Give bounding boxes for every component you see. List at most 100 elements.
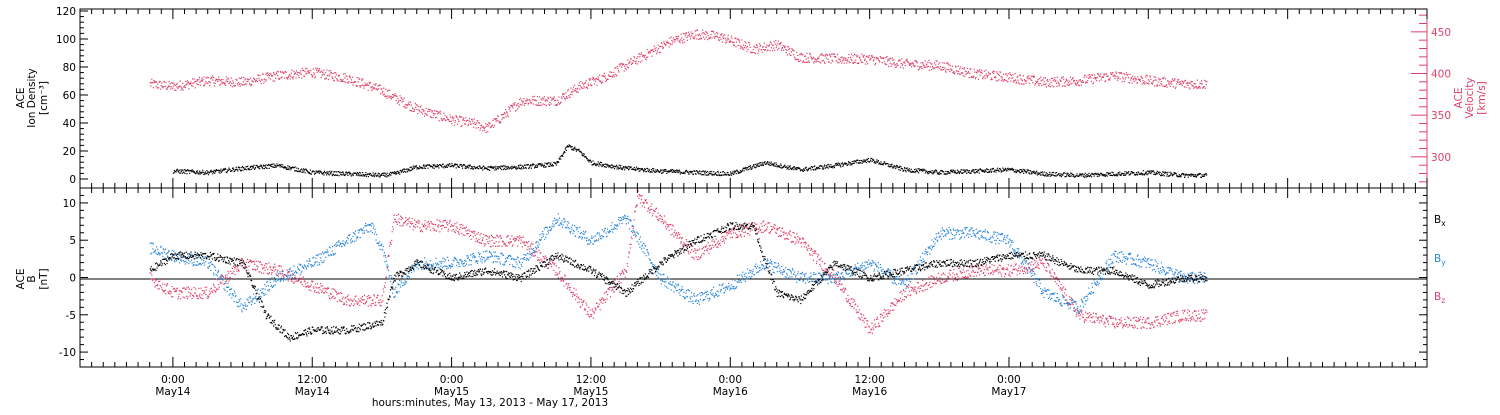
velocity-series-point [405,107,406,108]
velocity-series-point [350,77,351,78]
density-series-point [769,165,770,166]
velocity-series-point [373,84,374,85]
velocity-series-point [942,62,943,63]
density-series-point [868,158,869,159]
velocity-series-point [1185,87,1186,88]
velocity-series-point [362,84,363,85]
density-series-point [479,165,480,166]
velocity-series-point [424,116,425,117]
velocity-series-point [778,41,779,42]
bz-series-point [371,305,372,306]
velocity-series-point [843,59,844,60]
velocity-series-point [922,68,923,69]
density-series-point [628,166,629,167]
bz-series-point [187,296,188,297]
velocity-series-point [235,85,236,86]
bz-series-point [449,223,450,224]
bz-series [150,190,1208,334]
bz-series-point [417,226,418,227]
density-series-point [264,168,265,169]
bz-series-point [631,236,632,237]
density-series-point [787,165,788,166]
density-series-point [253,165,254,166]
velocity-series-point [202,79,203,80]
bz-series-point [347,296,348,297]
velocity-series-point [443,113,444,114]
velocity-series-point [837,54,838,55]
density-series-point [627,167,628,168]
bz-series-point [614,280,615,281]
bz-series-point [517,246,518,247]
velocity-series-point [835,57,836,58]
bz-series-point [573,292,574,293]
density-series-point [550,162,551,163]
bz-series-point [288,272,289,273]
density-series-point [995,172,996,173]
bz-series-point [353,305,354,306]
bz-series-point [663,222,664,223]
density-series-point [672,172,673,173]
density-series-point [334,175,335,176]
velocity-series-point [1085,82,1086,83]
density-series-point [1136,172,1137,173]
bz-series-point [382,295,383,296]
velocity-series-point [209,81,210,82]
bz-series-point [413,229,414,230]
velocity-series-point [1198,87,1199,88]
velocity-series-point [1100,76,1101,77]
density-series-point [899,167,900,168]
density-series-point [913,171,914,172]
bz-series-point [307,282,308,283]
bz-series-point [367,296,368,297]
velocity-series-point [593,78,594,79]
density-series-point [905,168,906,169]
bz-series-point [530,244,531,245]
velocity-series-point [580,81,581,82]
density-series-point [334,171,335,172]
density-series-point [1012,168,1013,169]
velocity-series-point [224,83,225,84]
bz-series-point [564,286,565,287]
density-series-point [528,164,529,165]
bz-series-point [368,306,369,307]
velocity-series-point [1159,85,1160,86]
velocity-series-point [719,37,720,38]
velocity-series-point [598,79,599,80]
bz-series-point [652,213,653,214]
velocity-series-point [566,98,567,99]
density-series-point [888,166,889,167]
velocity-series-point [451,121,452,122]
velocity-series-point [313,68,314,69]
velocity-series-point [233,83,234,84]
density-series-point [744,170,745,171]
velocity-series-point [263,73,264,74]
bz-series-point [457,228,458,229]
density-series-point [204,173,205,174]
velocity-series-point [1160,83,1161,84]
bz-series-point [306,286,307,287]
bz-series-point [561,280,562,281]
velocity-series-point [243,77,244,78]
velocity-series-point [850,59,851,60]
bz-series-point [399,222,400,223]
velocity-series-point [632,63,633,64]
bz-series-point [656,208,657,209]
velocity-series-point [408,101,409,102]
velocity-series-point [797,55,798,56]
velocity-series-point [867,63,868,64]
density-series-point [953,170,954,171]
density-series-point [850,164,851,165]
bz-series-point [371,303,372,304]
velocity-series-point [659,52,660,53]
density-series-point [796,169,797,170]
velocity-series-point [1196,86,1197,87]
bz-series-point [565,279,566,280]
velocity-series-point [779,44,780,45]
density-series-point [788,167,789,168]
density-series-point [185,170,186,171]
density-series-point [878,160,879,161]
velocity-series-point [461,116,462,117]
velocity-series-point [378,88,379,89]
velocity-series-point [1160,79,1161,80]
velocity-series-point [624,71,625,72]
